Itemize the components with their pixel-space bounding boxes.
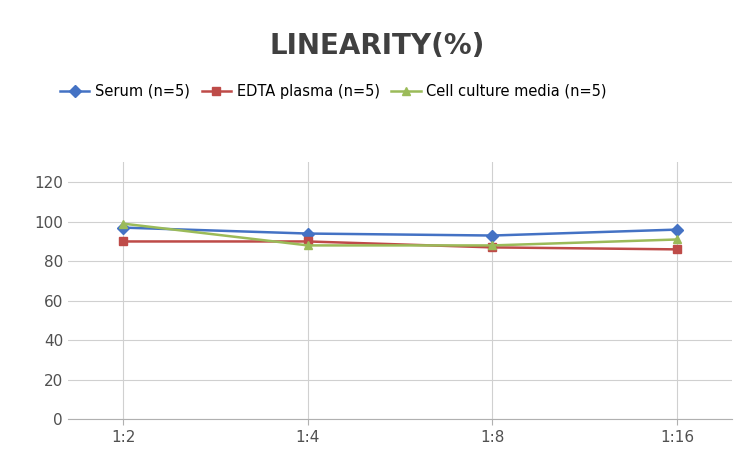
Legend: Serum (n=5), EDTA plasma (n=5), Cell culture media (n=5): Serum (n=5), EDTA plasma (n=5), Cell cul… <box>60 84 607 99</box>
Text: LINEARITY(%): LINEARITY(%) <box>270 32 485 60</box>
